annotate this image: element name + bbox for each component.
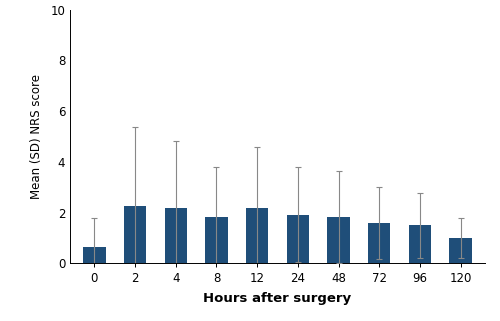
- Bar: [368, 223, 390, 263]
- Y-axis label: Mean (SD) NRS score: Mean (SD) NRS score: [30, 74, 44, 199]
- Bar: [124, 206, 146, 263]
- Bar: [164, 208, 187, 263]
- Bar: [408, 225, 431, 263]
- X-axis label: Hours after surgery: Hours after surgery: [204, 292, 352, 305]
- Bar: [286, 214, 309, 263]
- Bar: [450, 238, 472, 263]
- Bar: [328, 217, 349, 263]
- Bar: [206, 217, 228, 263]
- Bar: [246, 208, 268, 263]
- Bar: [83, 247, 106, 263]
